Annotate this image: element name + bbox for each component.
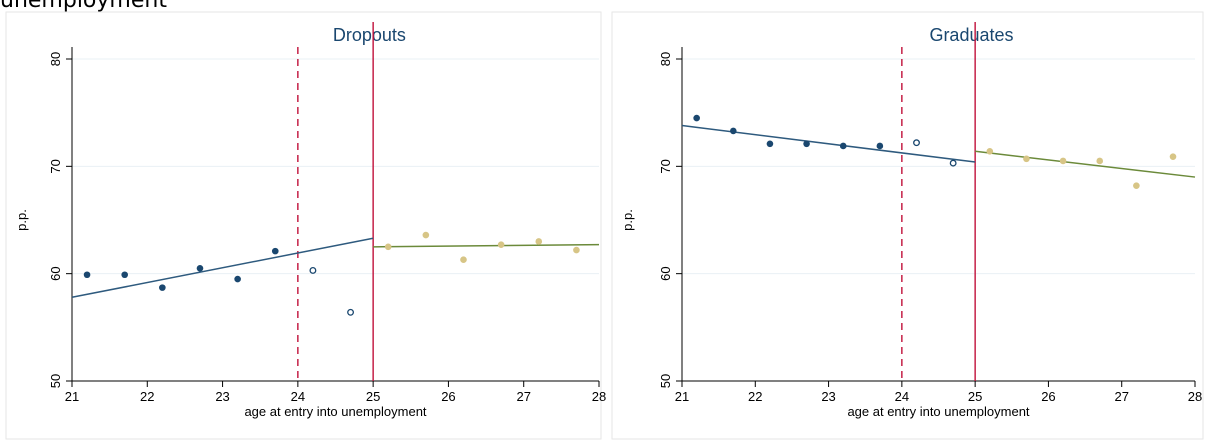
- x-tick-label: 24: [291, 389, 305, 404]
- data-point-post: [535, 238, 543, 245]
- x-axis-title: age at entry into unemployment: [847, 404, 1029, 419]
- data-point-pre: [766, 140, 774, 148]
- x-tick-label: 21: [675, 389, 689, 404]
- data-point-post: [384, 243, 392, 251]
- data-point-pre: [83, 271, 91, 279]
- y-tick-label: 70: [658, 159, 673, 173]
- data-point-pre: [839, 142, 847, 150]
- data-point-pre: [234, 275, 241, 283]
- y-tick-label: 50: [48, 374, 63, 388]
- x-tick-label: 25: [366, 389, 380, 404]
- data-point-pre: [271, 247, 279, 255]
- y-tick-label: 60: [48, 266, 63, 280]
- chart-panel-1: 50 60 70 80 21 22 23 24 25 26 27 28 age at entry int…: [5, 11, 606, 440]
- y-tick-label: 80: [658, 52, 673, 66]
- x-tick-label: 22: [748, 389, 762, 404]
- data-point-pre: [693, 114, 700, 122]
- panel-frame: [611, 11, 1204, 440]
- y-tick-label: 50: [658, 374, 673, 388]
- data-point-post: [986, 148, 994, 155]
- chart-title: Graduates: [929, 25, 1013, 45]
- x-tick-label: 27: [516, 389, 530, 404]
- y-tick-label: 80: [48, 52, 63, 66]
- y-tick-label: 70: [48, 159, 63, 173]
- x-tick-label: 28: [592, 389, 606, 404]
- data-point-post: [1096, 157, 1104, 165]
- data-point-post: [1059, 157, 1067, 165]
- chart-title: Dropouts: [333, 25, 406, 45]
- figure-caption: unemployment: [0, 0, 167, 13]
- data-point-pre: [730, 127, 737, 135]
- y-axis-title: p.p.: [14, 209, 29, 231]
- fit-line-pre: [71, 237, 374, 299]
- data-point-pre: [121, 271, 128, 279]
- x-axis-title: age at entry into unemployment: [244, 404, 426, 419]
- fit-line-post: [373, 243, 600, 248]
- chart-panel-2: 50 60 70 80 21 22 23 24 25 26 27 28 age at entry int…: [611, 11, 1204, 440]
- data-point-post: [422, 231, 430, 239]
- panel-frame: [5, 11, 602, 440]
- data-point-post: [1133, 182, 1140, 189]
- data-point-post: [573, 246, 580, 254]
- data-point-post: [460, 256, 467, 264]
- data-point-pre: [159, 284, 166, 291]
- x-tick-label: 27: [1114, 389, 1128, 404]
- x-tick-label: 24: [895, 389, 909, 404]
- data-point-pre: [876, 142, 884, 150]
- x-tick-label: 23: [821, 389, 835, 404]
- x-tick-label: 26: [1041, 389, 1055, 404]
- x-tick-label: 28: [1188, 389, 1202, 404]
- data-point-pre-hollow: [949, 159, 957, 167]
- data-point-pre-hollow: [347, 308, 355, 316]
- x-tick-label: 26: [441, 389, 455, 404]
- data-point-pre-hollow: [913, 139, 920, 147]
- x-tick-label: 21: [65, 389, 79, 404]
- data-point-pre: [803, 140, 810, 148]
- data-point-pre: [196, 265, 204, 272]
- fit-line-post: [975, 150, 1196, 178]
- data-point-post: [497, 241, 505, 248]
- y-tick-label: 60: [658, 266, 673, 280]
- data-point-pre-hollow: [309, 266, 317, 274]
- x-tick-label: 23: [215, 389, 229, 404]
- data-point-post: [1169, 153, 1177, 160]
- x-tick-label: 25: [968, 389, 982, 404]
- data-point-post: [1023, 155, 1030, 163]
- x-tick-label: 22: [140, 389, 154, 404]
- y-axis-title: p.p.: [620, 209, 635, 231]
